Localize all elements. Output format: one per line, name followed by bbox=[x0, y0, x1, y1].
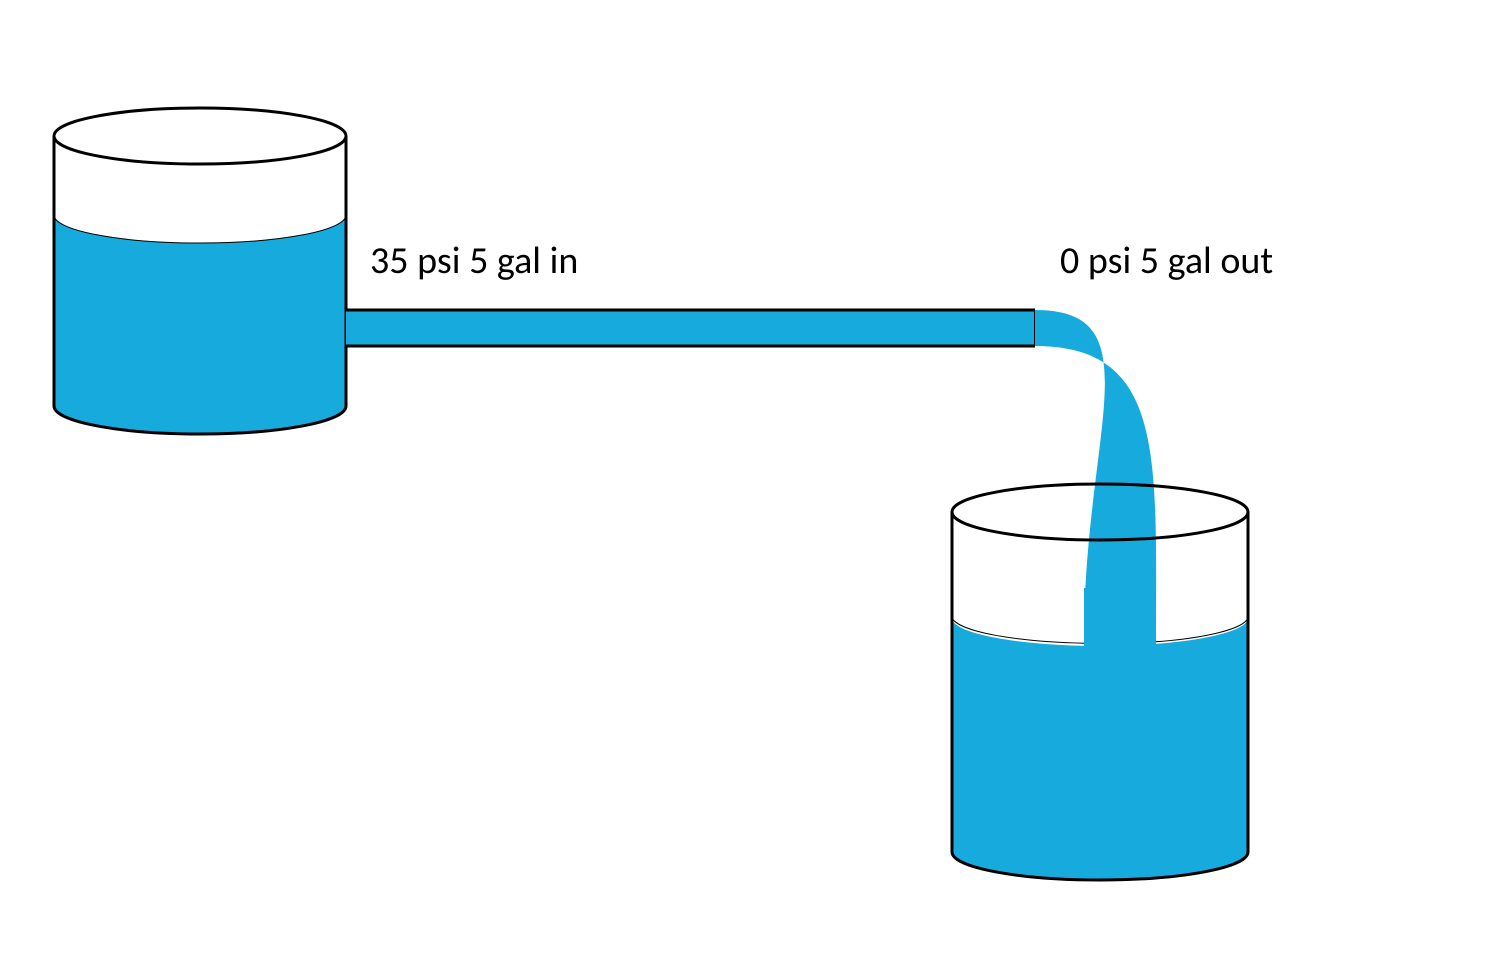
left-tank bbox=[54, 108, 346, 434]
pipe bbox=[346, 310, 1035, 346]
left-label: 35 psi 5 gal in bbox=[370, 238, 578, 284]
right-label: 0 psi 5 gal out bbox=[1060, 238, 1273, 284]
